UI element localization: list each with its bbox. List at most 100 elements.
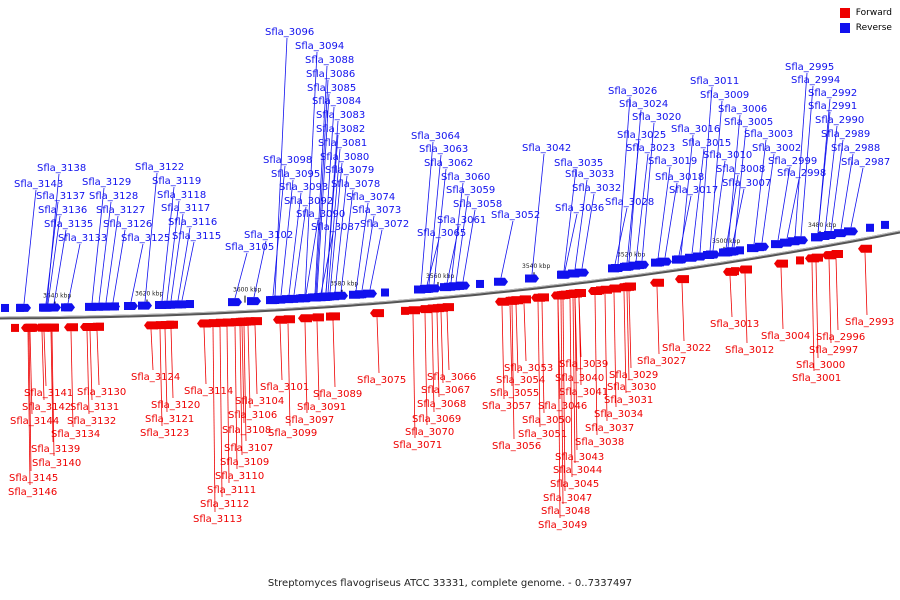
- gene-block-reverse: [381, 288, 389, 297]
- gene-block-forward: [826, 251, 834, 260]
- gene-label-reverse: Sfla_3042: [522, 143, 571, 154]
- gene-leader-line: [334, 175, 348, 293]
- gene-leader-line: [144, 172, 158, 302]
- gene-leader-line: [594, 294, 598, 436]
- gene-label-reverse: Sfla_3083: [316, 110, 365, 121]
- gene-label-forward: Sfla_3145: [9, 473, 58, 484]
- gene-label-reverse: Sfla_3023: [626, 143, 675, 154]
- gene-block-forward: [511, 296, 519, 305]
- gene-block-forward: [401, 306, 409, 315]
- gene-label-forward: Sfla_3101: [260, 382, 309, 393]
- gene-label-forward: Sfla_3053: [504, 363, 553, 374]
- reverse-swatch: [839, 23, 850, 33]
- gene-leader-line: [753, 139, 767, 245]
- gene-leader-line: [500, 220, 514, 278]
- gene-label-reverse: Sfla_3028: [605, 197, 654, 208]
- gene-leader-line: [23, 189, 37, 304]
- gene-leader-line: [420, 141, 434, 286]
- gene-leader-line: [329, 162, 343, 293]
- gene-label-reverse: Sfla_3072: [360, 219, 409, 230]
- gene-block-forward: [596, 286, 604, 295]
- gene-leader-line: [569, 298, 573, 478]
- gene-label-forward: Sfla_3031: [604, 395, 653, 406]
- gene-label-reverse: Sfla_3080: [320, 152, 369, 163]
- tick-label: 3640 kbp: [43, 293, 71, 300]
- gene-leader-line: [699, 86, 713, 253]
- gene-block-reverse: [636, 261, 644, 270]
- gene-leader-line: [355, 202, 369, 291]
- gene-leader-line: [279, 323, 283, 381]
- legend-item-forward: Forward: [839, 8, 892, 18]
- gene-leader-line: [234, 252, 248, 299]
- gene-block-reverse: [696, 252, 704, 261]
- gene-arrow-forward: [531, 293, 545, 302]
- gene-leader-line: [243, 325, 247, 442]
- gene-leader-line: [164, 328, 168, 413]
- gene-leader-line: [98, 201, 112, 303]
- gene-leader-line: [828, 259, 832, 344]
- gene-arrow-reverse: [525, 274, 539, 283]
- gene-label-forward: Sfla_3001: [792, 373, 841, 384]
- gene-label-forward: Sfla_3134: [51, 429, 100, 440]
- gene-arrow-forward: [675, 275, 689, 284]
- gene-arrow-forward: [858, 244, 872, 253]
- gene-arrow-reverse: [138, 301, 152, 310]
- gene-leader-line: [678, 195, 692, 256]
- legend-label-reverse: Reverse: [855, 23, 892, 33]
- gene-leader-line: [253, 240, 267, 298]
- gene-label-reverse: Sfla_3094: [295, 41, 344, 52]
- gene-block-reverse: [186, 300, 194, 309]
- gene-leader-line: [315, 79, 329, 294]
- gene-block-forward: [41, 323, 49, 332]
- gene-block-forward: [796, 256, 804, 265]
- gene-label-forward: Sfla_3022: [662, 343, 711, 354]
- gene-label-reverse: Sfla_2988: [831, 143, 880, 154]
- gene-label-forward: Sfla_3029: [609, 370, 658, 381]
- gene-leader-line: [626, 290, 630, 381]
- gene-leader-line: [850, 167, 864, 228]
- gene-arrow-reverse: [794, 236, 808, 245]
- gene-leader-line: [27, 331, 31, 486]
- gene-leader-line: [327, 148, 341, 293]
- gene-leader-line: [712, 160, 726, 251]
- gene-leader-line: [177, 227, 191, 301]
- gene-leader-line: [440, 311, 444, 384]
- gene-label-forward: Sfla_3123: [140, 428, 189, 439]
- gene-label-reverse: Sfla_3136: [38, 205, 87, 216]
- gene-arrow-forward: [281, 315, 295, 324]
- gene-label-reverse: Sfla_3133: [58, 233, 107, 244]
- gene-label-forward: Sfla_3099: [268, 428, 317, 439]
- gene-label-reverse: Sfla_3033: [565, 169, 614, 180]
- gene-label-reverse: Sfla_3122: [135, 162, 184, 173]
- gene-label-forward: Sfla_3046: [538, 401, 587, 412]
- gene-label-reverse: Sfla_3006: [718, 104, 767, 115]
- gene-leader-line: [557, 299, 561, 519]
- gene-leader-line: [681, 283, 685, 342]
- gene-label-reverse: Sfla_3081: [318, 138, 367, 149]
- forward-swatch: [839, 8, 850, 18]
- gene-label-reverse: Sfla_3085: [307, 83, 356, 94]
- gene-block-reverse: [866, 223, 874, 232]
- gene-label-reverse: Sfla_3126: [103, 219, 152, 230]
- gene-leader-line: [830, 139, 844, 232]
- gene-leader-line: [305, 219, 319, 295]
- gene-leader-line: [501, 305, 505, 400]
- gene-leader-line: [86, 330, 90, 415]
- gene-leader-line: [412, 314, 416, 439]
- gene-label-reverse: Sfla_2995: [785, 62, 834, 73]
- gene-label-reverse: Sfla_3063: [419, 144, 468, 155]
- gene-leader-line: [161, 186, 175, 302]
- gene-label-reverse: Sfla_3084: [312, 96, 361, 107]
- gene-arrow-reverse: [674, 255, 688, 264]
- gene-label-forward: Sfla_2996: [816, 332, 865, 343]
- gene-label-reverse: Sfla_3137: [36, 191, 85, 202]
- gene-leader-line: [455, 195, 469, 283]
- gene-label-reverse: Sfla_3024: [619, 99, 668, 110]
- tick-label: 3480 kbp: [808, 222, 836, 229]
- gene-leader-line: [41, 331, 45, 401]
- gene-leader-line: [51, 331, 55, 457]
- gene-leader-line: [574, 297, 578, 372]
- gene-label-reverse: Sfla_3127: [96, 205, 145, 216]
- gene-leader-line: [727, 114, 741, 249]
